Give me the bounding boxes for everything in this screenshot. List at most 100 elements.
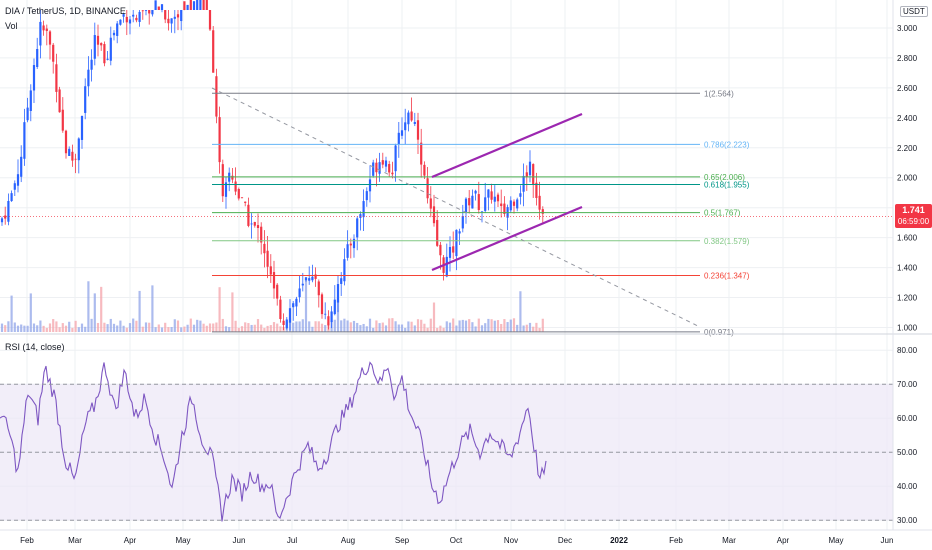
volume-bar (205, 325, 208, 332)
candle-body (349, 243, 352, 246)
volume-bar (269, 325, 272, 332)
volume-bar (154, 327, 157, 332)
candle-body (106, 58, 109, 60)
candle-body (336, 284, 340, 303)
fib-level-label: 0.786(2.223) (704, 140, 750, 149)
volume-bar (263, 327, 266, 332)
candle-body (362, 201, 365, 218)
candle-body (180, 10, 183, 22)
channel-lower-line[interactable] (431, 205, 583, 272)
channel-upper-line[interactable] (431, 112, 583, 179)
candlesticks (0, 0, 544, 331)
candle-body (314, 274, 317, 279)
volume-bar (176, 320, 180, 332)
candle-body (397, 132, 400, 145)
time-tick-label: Jul (287, 536, 297, 545)
volume-bar (375, 320, 378, 332)
volume-bar (218, 287, 221, 332)
candle-body (202, 0, 205, 10)
volume-bar (189, 318, 192, 332)
candle-body (135, 17, 138, 21)
candle-body (269, 266, 272, 275)
volume-bar (349, 322, 352, 332)
time-tick-label: Jun (881, 536, 894, 545)
volume-bar (128, 323, 132, 332)
candle-body (410, 111, 413, 121)
candle-body (295, 298, 298, 307)
price-axis[interactable]: 3.0002.8002.6002.4002.2002.0001.8001.600… (897, 24, 918, 333)
candle-body (445, 256, 448, 277)
fib-level-label: 0.382(1.579) (704, 237, 750, 246)
volume-bar (324, 325, 327, 332)
volume-bar (96, 322, 100, 332)
candle-body (119, 19, 122, 25)
candle-body (535, 182, 538, 199)
volume-bar (253, 324, 256, 332)
volume-bar (36, 325, 39, 332)
price-tick-label: 2.600 (897, 84, 918, 93)
candle-body (320, 294, 324, 315)
volume-bar (90, 318, 93, 332)
candle-body (224, 182, 228, 197)
symbol-title[interactable]: DIA / TetherUS, 1D, BINANCE (5, 6, 126, 16)
rsi-title[interactable]: RSI (14, close) (5, 342, 65, 352)
candle-body (490, 191, 493, 200)
volume-bar (80, 323, 84, 332)
candle-body (468, 198, 471, 206)
rsi-tick-label: 70.00 (897, 380, 918, 389)
candle-body (512, 201, 516, 206)
price-tick-label: 2.400 (897, 114, 918, 123)
candle-body (138, 11, 141, 22)
candle-body (340, 278, 343, 284)
volume-bar (266, 325, 269, 332)
time-tick-label: 2022 (610, 536, 628, 545)
candle-body (272, 272, 276, 289)
volume-bar (138, 290, 141, 332)
volume-bar (173, 319, 176, 332)
time-tick-label: May (175, 536, 190, 545)
volume-bar (279, 326, 282, 332)
volume-bar (74, 320, 77, 332)
currency-badge[interactable]: USDT (900, 6, 928, 17)
volume-bar (208, 323, 212, 332)
rsi-axis[interactable]: 80.00 70.00 60.00 50.00 40.00 30.00 (897, 346, 918, 525)
volume-label[interactable]: Vol (5, 21, 18, 31)
volume-bar (112, 323, 116, 332)
fibonacci-retracement[interactable]: 1(2.564) 0.786(2.223) 0.65(2.006)0.618(1.9… (212, 89, 750, 337)
candle-body (212, 30, 215, 73)
candle-body (509, 200, 512, 211)
volume-bar (125, 327, 128, 332)
candle-body (61, 109, 64, 131)
candle-body (240, 197, 244, 199)
volume-bar (260, 324, 263, 332)
volume-bar (48, 323, 52, 332)
time-tick-label: Feb (20, 536, 34, 545)
volume-bar (215, 322, 218, 332)
price-tick-label: 2.200 (897, 144, 918, 153)
rsi-band-lines (0, 383, 893, 521)
rsi-tick-label: 60.00 (897, 414, 918, 423)
descending-trendline[interactable] (211, 87, 701, 328)
rsi-tick-label: 50.00 (897, 448, 918, 457)
candle-body (311, 276, 314, 281)
volume-bar (221, 318, 224, 332)
volume-bar (442, 327, 445, 332)
volume-bar (474, 326, 477, 332)
volume-bar (58, 327, 61, 332)
candle-body (407, 112, 410, 125)
time-axis[interactable]: Feb Mar Apr May Jun Jul Aug Sep Oct Nov Dec 2022 Feb… (20, 536, 893, 545)
volume-bar (84, 326, 87, 332)
volume-bar (340, 320, 343, 332)
candle-body (7, 200, 10, 222)
time-tick-label: Apr (124, 536, 137, 545)
current-price-badge: 1.741 06:59:00 (895, 204, 932, 228)
candle-body (45, 28, 48, 31)
time-tick-label: Aug (341, 536, 355, 545)
candle-body (125, 16, 128, 23)
price-tick-label: 1.200 (897, 294, 918, 303)
volume-bar (471, 322, 474, 332)
time-tick-label: Feb (669, 536, 683, 545)
volume-bar (410, 321, 413, 332)
candle-body (384, 160, 388, 167)
